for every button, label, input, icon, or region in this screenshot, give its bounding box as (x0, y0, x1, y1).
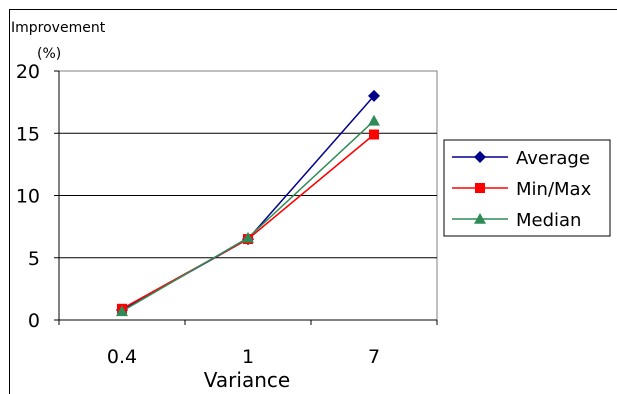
y-axis-title-line2: (%) (37, 46, 61, 62)
y-tick-label: 15 (16, 123, 40, 145)
x-tick-label: 7 (368, 346, 380, 368)
legend-marker-min-max (475, 183, 485, 193)
x-tick-label: 0.4 (107, 346, 137, 368)
data-point-median (116, 305, 128, 317)
x-axis-title: Variance (204, 368, 290, 392)
y-axis-title-line1: Improvement (11, 20, 106, 36)
chart-frame (9, 9, 617, 394)
y-tick-label: 10 (16, 186, 40, 208)
legend-marker-average (474, 151, 486, 163)
x-tick-label: 1 (242, 346, 254, 368)
data-point-median (368, 114, 380, 126)
y-tick-label: 5 (28, 248, 40, 270)
legend-label-median: Median (516, 210, 581, 231)
legend-label-min-max: Min/Max (516, 179, 592, 200)
y-tick-label: 0 (28, 310, 40, 332)
data-point-average (368, 89, 380, 102)
legend-marker-median (474, 213, 486, 224)
data-point-median (242, 231, 254, 243)
data-point-min-max (369, 129, 379, 140)
legend-label-average: Average (516, 148, 590, 169)
y-tick-label: 20 (16, 61, 40, 83)
